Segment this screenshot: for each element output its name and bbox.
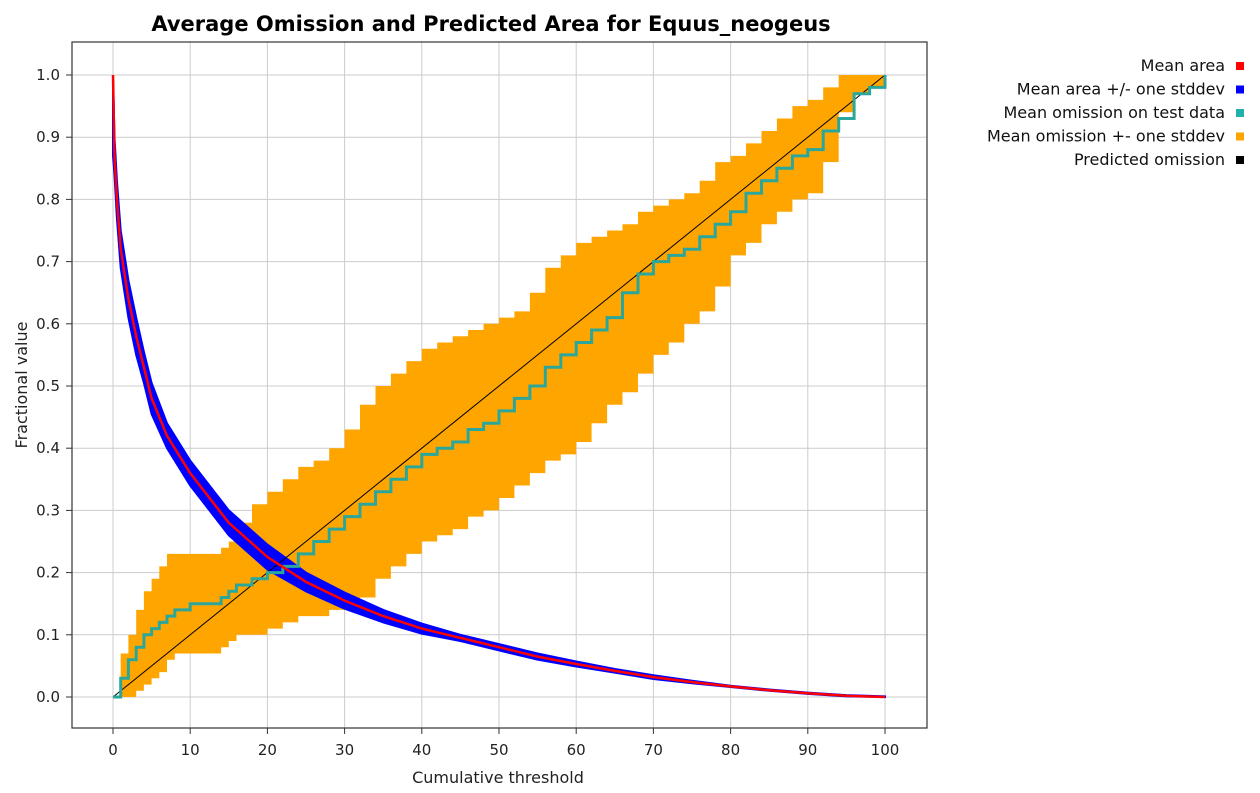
y-tick-label: 0.3 (36, 501, 60, 519)
legend-swatch (1236, 109, 1244, 117)
legend-swatch (1236, 132, 1244, 141)
x-axis-label: Cumulative threshold (412, 768, 584, 787)
legend-label: Predicted omission (1074, 150, 1225, 169)
legend-label: Mean omission +- one stddev (987, 127, 1225, 146)
y-tick-label: 0.8 (36, 190, 60, 208)
legend-swatch (1236, 156, 1244, 164)
x-tick-label: 60 (567, 741, 586, 759)
x-tick-label: 30 (335, 741, 354, 759)
x-tick-label: 20 (258, 741, 277, 759)
legend-label: Mean area (1141, 56, 1225, 75)
predicted-omission-line (112, 74, 886, 698)
x-tick-label: 70 (644, 741, 663, 759)
y-tick-label: 0.4 (36, 439, 60, 457)
y-axis-label: Fractional value (12, 322, 31, 449)
y-axis-ticks: 0.0 0.1 0.2 0.3 0.4 0.5 0.6 0.7 0.8 0.9 1.0 (36, 66, 72, 706)
x-tick-label: 50 (489, 741, 508, 759)
series-lines (111, 74, 887, 699)
y-tick-label: 0.7 (36, 253, 60, 271)
x-tick-label: 40 (412, 741, 431, 759)
legend-label: Mean area +/- one stddev (1017, 80, 1225, 99)
y-tick-label: 0.6 (36, 315, 60, 333)
mean-area-line (111, 74, 886, 699)
legend-swatch (1236, 85, 1244, 94)
legend-swatch (1236, 62, 1244, 70)
y-tick-label: 0.9 (36, 128, 60, 146)
legend: Mean area Mean area +/- one stddev Mean om… (987, 56, 1244, 169)
x-tick-label: 80 (721, 741, 740, 759)
y-tick-label: 1.0 (36, 66, 60, 84)
x-tick-label: 10 (181, 741, 200, 759)
y-tick-label: 0.1 (36, 626, 60, 644)
x-tick-label: 100 (871, 741, 900, 759)
y-tick-label: 0.5 (36, 377, 60, 395)
y-tick-label: 0.2 (36, 564, 60, 582)
legend-label: Mean omission on test data (1004, 103, 1226, 122)
chart-title: Average Omission and Predicted Area for … (151, 12, 830, 36)
x-tick-label: 90 (798, 741, 817, 759)
x-axis-ticks: 0 10 20 30 40 50 60 70 80 90 100 (108, 728, 899, 759)
x-tick-label: 0 (108, 741, 118, 759)
mean-omission-line (113, 75, 887, 699)
y-tick-label: 0.0 (36, 688, 60, 706)
